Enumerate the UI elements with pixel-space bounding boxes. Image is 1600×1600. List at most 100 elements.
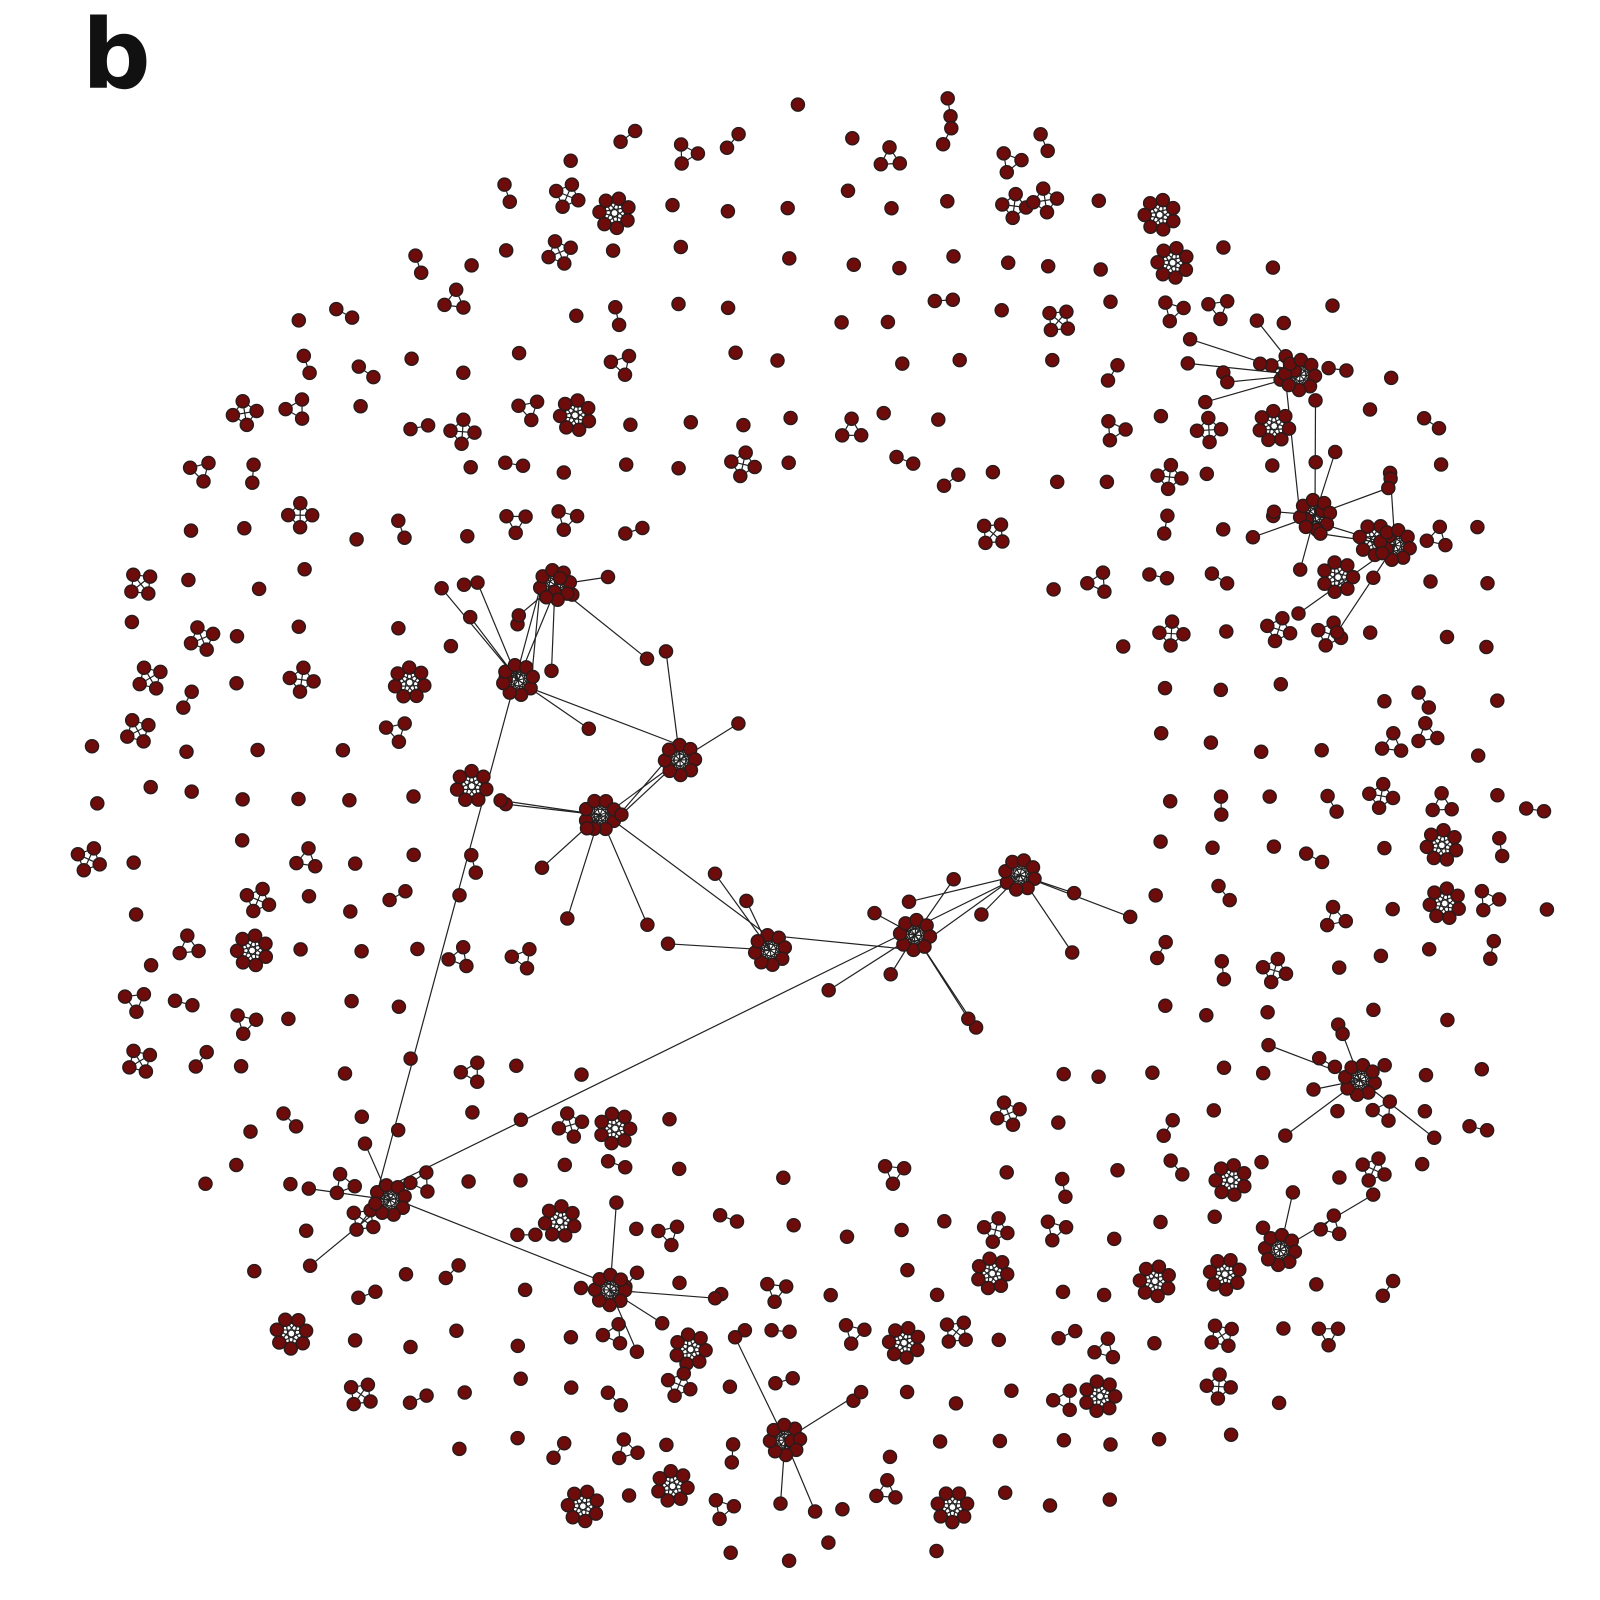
- node: [675, 1468, 691, 1483]
- node: [235, 1026, 251, 1042]
- node: [639, 651, 655, 666]
- node: [1371, 1151, 1386, 1166]
- node: [124, 614, 140, 630]
- node: [510, 1227, 525, 1243]
- node: [402, 1395, 418, 1410]
- node: [1202, 434, 1217, 450]
- node: [246, 903, 261, 919]
- node: [541, 249, 556, 265]
- node: [1448, 842, 1464, 858]
- node: [940, 194, 955, 209]
- node: [188, 1059, 204, 1074]
- node: [660, 1372, 676, 1388]
- node: [556, 465, 572, 480]
- node: [944, 120, 959, 136]
- node: [1199, 1008, 1214, 1023]
- node: [519, 960, 535, 976]
- node: [661, 742, 677, 757]
- node: [1317, 576, 1332, 591]
- node: [248, 1012, 264, 1028]
- node: [840, 183, 856, 199]
- node: [456, 412, 471, 427]
- node: [1438, 537, 1453, 553]
- node: [511, 345, 527, 361]
- node: [1175, 1167, 1190, 1182]
- node: [1147, 1336, 1162, 1351]
- node: [726, 1499, 742, 1514]
- node: [1375, 1288, 1391, 1303]
- node: [184, 684, 199, 699]
- node: [548, 183, 564, 199]
- node: [598, 193, 614, 208]
- node: [776, 1417, 792, 1433]
- node: [249, 403, 264, 419]
- node: [1102, 433, 1118, 448]
- node: [272, 1335, 287, 1350]
- node: [838, 1318, 854, 1333]
- node: [885, 1176, 901, 1191]
- node: [525, 669, 540, 685]
- node: [1327, 555, 1342, 570]
- edge: [613, 820, 768, 936]
- node: [560, 911, 575, 926]
- node: [497, 177, 512, 192]
- node: [892, 260, 907, 276]
- node: [581, 413, 597, 429]
- node: [1160, 1281, 1176, 1296]
- node: [608, 300, 623, 315]
- node: [366, 369, 381, 385]
- node: [910, 1329, 926, 1345]
- node: [463, 459, 478, 475]
- node: [343, 1380, 359, 1395]
- node: [1118, 422, 1133, 437]
- node: [1232, 1262, 1247, 1278]
- node: [398, 883, 413, 899]
- node: [781, 455, 796, 470]
- node: [1102, 1400, 1117, 1416]
- node: [618, 526, 633, 541]
- node: [508, 525, 523, 541]
- node: [1216, 1060, 1232, 1076]
- node: [1433, 457, 1449, 472]
- node: [554, 1199, 569, 1214]
- node: [1162, 793, 1178, 809]
- node: [630, 1445, 645, 1461]
- node: [1095, 565, 1111, 580]
- node: [229, 943, 245, 959]
- node: [1049, 191, 1065, 206]
- node: [680, 1327, 696, 1342]
- node: [853, 428, 869, 443]
- node: [1137, 1285, 1153, 1300]
- node: [258, 949, 274, 964]
- node: [1260, 1252, 1276, 1267]
- node: [1214, 954, 1230, 969]
- node: [1536, 803, 1552, 819]
- node: [183, 523, 199, 538]
- node: [347, 856, 363, 871]
- node: [785, 1371, 800, 1386]
- node: [1479, 639, 1494, 655]
- node: [1163, 1153, 1178, 1168]
- node: [1210, 1391, 1226, 1406]
- node: [1321, 360, 1336, 376]
- node: [234, 833, 250, 848]
- node: [1097, 584, 1112, 599]
- node: [292, 684, 308, 699]
- node: [659, 1437, 674, 1453]
- node: [1102, 1377, 1117, 1392]
- node: [304, 508, 320, 523]
- node: [1223, 1427, 1239, 1443]
- node: [1205, 840, 1220, 855]
- node: [669, 1347, 685, 1363]
- node: [1150, 1288, 1165, 1304]
- node: [1352, 529, 1368, 545]
- node: [510, 1338, 526, 1354]
- node: [198, 1176, 213, 1191]
- node: [544, 1226, 560, 1242]
- node: [846, 257, 862, 272]
- node: [378, 720, 394, 735]
- node: [1275, 610, 1290, 626]
- node: [225, 407, 241, 423]
- node: [1265, 260, 1281, 275]
- node: [707, 866, 723, 881]
